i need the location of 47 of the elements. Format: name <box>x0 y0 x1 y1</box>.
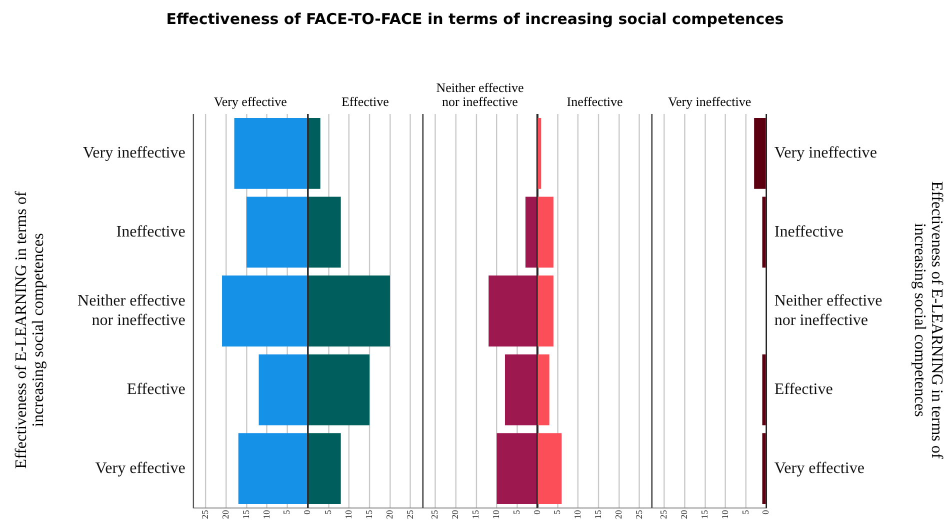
y2-axis-title: Effectiveness of E-LEARNING in terms of increasing social competences <box>911 180 945 461</box>
x-tick-label: 20 <box>450 510 460 519</box>
x-tick-label: 10 <box>343 510 354 519</box>
y-tick-label: Very effective <box>774 460 865 477</box>
chart-subtitle: Effective <box>340 94 390 109</box>
y-tick-label: Ineffective <box>116 223 186 240</box>
x-tick-label: 10 <box>720 510 730 519</box>
x-tick-label: 20 <box>614 510 624 519</box>
x-tick-label: 10 <box>261 510 272 519</box>
y-tick-label: Ineffective <box>774 223 844 240</box>
x-tick-label: 10 <box>572 510 583 519</box>
chart-subtitle: Ineffective <box>566 94 624 109</box>
x-tick-label: 15 <box>364 510 374 519</box>
x-tick-label: 0 <box>302 510 312 514</box>
x-tick-label: 0 <box>760 510 771 514</box>
y-tick-label: Very effective <box>95 460 186 477</box>
y-tick-label: Effective <box>774 381 834 398</box>
chart-subtitle: Neither effective nor ineffective <box>435 80 525 109</box>
x-tick-label: 5 <box>552 510 562 514</box>
x-tick-label: 5 <box>282 510 292 514</box>
x-tick-label: 5 <box>322 510 333 514</box>
x-tick-label: 15 <box>700 510 710 519</box>
x-tick-label: 5 <box>511 510 522 514</box>
x-tick-label: 10 <box>490 510 501 519</box>
x-tick-label: 15 <box>470 510 480 519</box>
y-tick-label: Very ineffective <box>82 144 186 162</box>
x-tick-label: 25 <box>429 510 440 519</box>
y-axis-title: Effectiveness of E-LEARNING in terms of increasing social competences <box>13 190 47 471</box>
x-tick-label: 15 <box>240 510 251 519</box>
y-tick-label: Neither effective nor ineffective <box>774 292 882 329</box>
bar <box>308 118 320 189</box>
y-tick-label: Neither effective nor ineffective <box>77 292 186 329</box>
x-tick-label: 20 <box>220 510 230 519</box>
x-tick-label: 0 <box>532 510 542 514</box>
y-tick-label: Effective <box>126 381 186 398</box>
x-tick-label: 25 <box>658 510 669 519</box>
chart-subtitle: Very ineffective <box>667 94 752 109</box>
text: Effectiveness of FACE-TO-FACE in terms of increasing social competences <box>165 10 785 28</box>
x-tick-label: 20 <box>679 510 690 519</box>
x-tick-label: 25 <box>404 510 415 519</box>
x-tick-label: 5 <box>740 510 750 514</box>
x-tick-label: 15 <box>593 510 604 519</box>
x-tick-label: 20 <box>384 510 394 519</box>
chart-subtitle: Very effective <box>212 94 288 109</box>
x-tick-label: 25 <box>634 510 644 519</box>
x-tick-label: 25 <box>200 510 210 519</box>
y-tick-label: Very ineffective <box>774 144 878 162</box>
